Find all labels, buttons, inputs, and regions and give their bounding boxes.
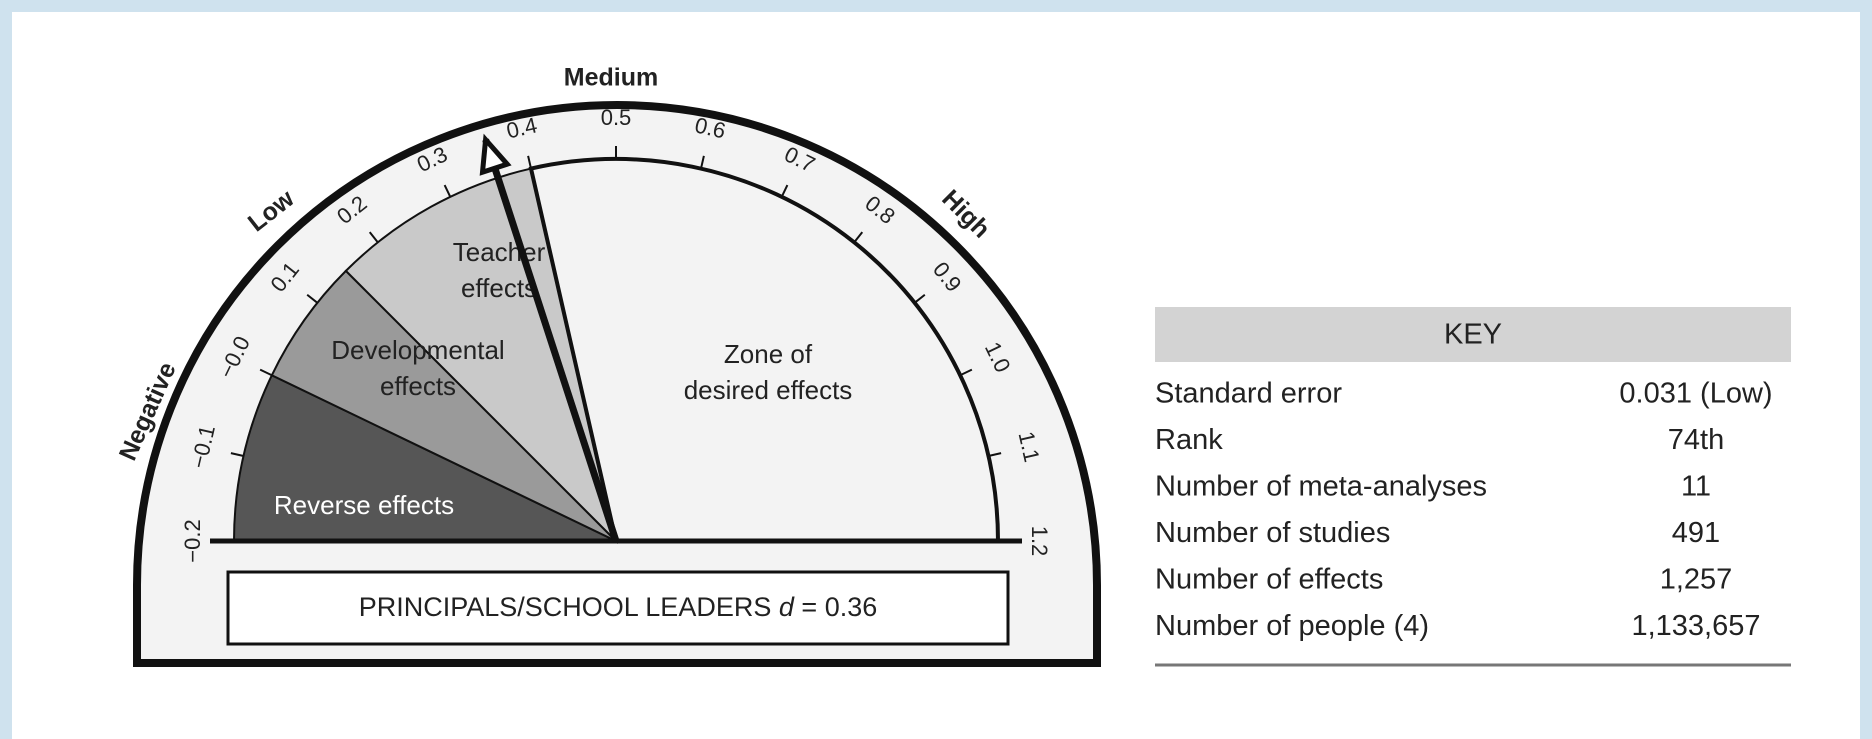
zone-wedge	[344, 167, 618, 545]
key-row-value: 11	[1681, 471, 1711, 503]
title-value: 0.36	[825, 592, 878, 622]
title-box	[226, 570, 1010, 646]
tick-label: 0.5	[601, 105, 632, 130]
key-row-value: 0.031 (Low)	[1619, 378, 1772, 410]
key-row-label: Number of effects	[1155, 564, 1383, 596]
tick-label: 1.2	[1027, 526, 1052, 557]
tick-mark	[700, 155, 705, 169]
title-text: PRINCIPALS/SCHOOL LEADERS	[359, 592, 772, 622]
key-table: KEY Standard error 0.031 (Low) Rank 74th Numb…	[1155, 307, 1791, 667]
key-header-bg	[1155, 307, 1791, 362]
tick-mark	[443, 184, 452, 198]
key-row-label: Number of people (4)	[1155, 610, 1429, 642]
key-row-value: 1,133,657	[1631, 610, 1760, 642]
needle-head	[479, 133, 512, 176]
tick-mark	[259, 368, 273, 377]
gauge: Reverse effects Developmental effects Teach…	[114, 64, 1052, 563]
key-row-label: Number of meta-analyses	[1155, 471, 1487, 503]
tick-mark	[959, 368, 973, 377]
tick-label: −0.2	[180, 519, 205, 562]
title-equals: =	[801, 592, 817, 622]
tick-mark	[988, 452, 1002, 457]
tick-mark	[780, 184, 789, 198]
tick-mark	[306, 293, 318, 304]
band-label: Medium	[564, 64, 658, 92]
zone-label: Zone of	[724, 339, 813, 369]
tick-mark	[853, 231, 864, 243]
key-row-value: 1,257	[1660, 564, 1733, 596]
chart-title: PRINCIPALS/SCHOOL LEADERS d = 0.36	[359, 592, 878, 622]
tick-mark	[230, 452, 244, 457]
zone-label: desired effects	[684, 375, 853, 405]
zone-wedge	[528, 157, 1001, 543]
key-row-value: 491	[1672, 517, 1720, 549]
title-symbol: d	[779, 592, 795, 622]
key-row-label: Standard error	[1155, 378, 1342, 410]
tick-mark	[914, 293, 926, 304]
tick-mark	[527, 155, 532, 169]
key-row-label: Rank	[1155, 424, 1223, 456]
zone-label: Developmental	[331, 335, 504, 365]
zone-label: effects	[380, 371, 456, 401]
zone-label: Teacher	[453, 237, 546, 267]
key-row-label: Number of studies	[1155, 517, 1390, 549]
zone-label: effects	[461, 273, 537, 303]
key-title: KEY	[1444, 319, 1502, 351]
needle	[482, 138, 620, 543]
zone-wedge	[232, 373, 617, 542]
tick-mark	[368, 231, 379, 243]
zone-label: Reverse effects	[274, 490, 454, 520]
key-row-value: 74th	[1668, 424, 1724, 456]
